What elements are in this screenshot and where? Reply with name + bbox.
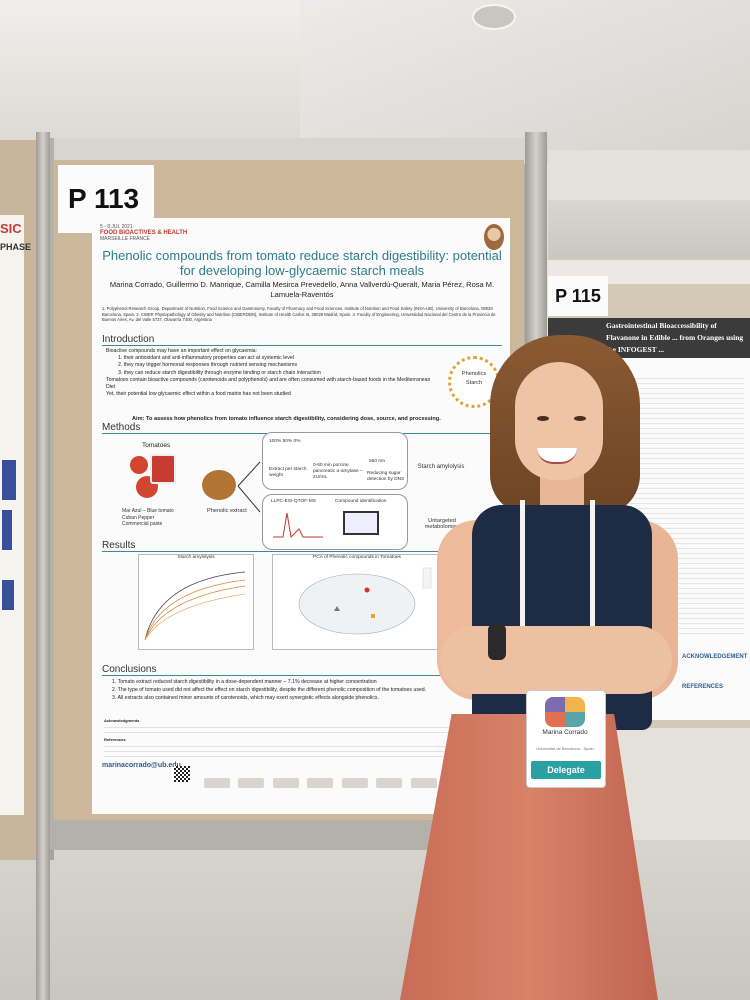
pca-chart: PCA of Phenolic compounds in Tomatoes [272,554,442,650]
sponsor-logo [204,778,230,788]
conclusion-line: 2. The type of tomato used did not affec… [112,687,427,693]
intro-line: 3. they can reduce starch digestibility … [118,369,321,376]
board-pole-left [36,132,50,1000]
conclusions-text: 1. Tomato extract reduced starch digesti… [112,678,452,702]
assay-wavelength: 560 nm [369,459,385,464]
phenolic-extract-icon [202,470,236,500]
tomato-type: Cuban Pepper [122,514,155,521]
starch-amylolysis-chart: Starch amylolysis [138,554,254,650]
sponsor-logo [341,778,368,788]
chromatogram-icon [273,512,323,539]
section-results-heading: Results [102,540,502,552]
main-poster: 5 - 8 JUL 2021 FOOD BIOACTIVES & HEALTH … [92,218,510,814]
sponsor-logo [410,778,437,788]
assay-box: 100% 50% 0% Extract per starch weight 0-… [262,432,408,490]
person-eye [537,416,549,421]
poster-title: Phenolic compounds from tomato reduce st… [102,248,502,278]
lanyard-strap [590,500,595,690]
conference-name: FOOD BIOACTIVES & HEALTH [100,230,188,236]
ceiling-panel [300,0,750,150]
sponsor-logo [272,778,299,788]
circle-label-phenolics: Phenolics [461,371,487,377]
badge-name: Marina Corrado [542,729,588,736]
circle-label-starch: Starch [465,380,483,386]
acknowledgments-heading: Acknowledgments [104,718,140,723]
phenolic-extract-label: Phenolic extract [207,508,247,514]
sponsor-logo [238,778,265,788]
intro-line: 1. their antioxidant and anti-inflammato… [118,355,294,362]
acknowledgments-text [104,723,504,737]
right-poster-ref-label: REFERENCES [682,684,724,690]
left-poster-chart-bar [2,580,14,610]
intro-line: Bioactive compounds may have an importan… [106,348,257,354]
contact-email: marinacorrado@ub.edu [102,762,181,769]
tomato-type: Commercial paste [122,521,163,527]
conclusion-line: 3. All extracts also contained minor amo… [112,695,379,701]
sponsor-logo [376,778,403,788]
tomato-paste-can-icon [150,454,176,484]
tomatoes-label: Tomatoes [142,442,171,449]
left-poster-chart-bar [2,510,12,550]
intro-line: Yet, their potential low glycaemic effec… [106,391,291,398]
sponsor-logo [307,778,334,788]
conference-badge-logo [545,697,585,727]
compound-identification-label: Compound identification [335,499,387,504]
tomato-icon [130,456,148,474]
conference-city: MARSEILLE FRANCE [100,236,151,242]
conference-logo: 5 - 8 JUL 2021 FOOD BIOACTIVES & HEALTH … [100,224,192,250]
ms-method: LLPC-ESI-QTOF-MS [271,499,316,504]
right-poster-title: Gastrointestinal Bioaccessibility of Fla… [606,321,744,354]
references-text [104,742,504,758]
poster-authors: Marina Corrado, Guillermo D. Manrique, C… [109,280,495,299]
assay-extract-ratio: Extract per starch weight [269,467,307,478]
tomato-types-list: Mar Azul – Blue tomato Cuban Pepper Comm… [122,508,202,528]
metabolomics-box: LLPC-ESI-QTOF-MS Compound identification [262,494,408,550]
chart-title: PCA of Phenolic compounds in Tomatoes [313,555,401,560]
intro-line: 2. they may trigger hormonal responses t… [118,362,298,369]
section-introduction-heading: Introduction [102,334,502,346]
tomato-type: Mar Azul – Blue tomato [122,508,174,514]
left-poster-chart-bar [2,460,16,500]
person-eye [574,416,586,421]
ceiling-light [472,4,516,30]
right-poster-ack-label: ACKNOWLEDGEMENT [682,654,748,660]
assay-enzyme: 0-60 min porcine pancreatic α-amylase – … [313,463,363,480]
qr-code-icon [174,766,190,782]
assay-detection: Reducing sugar detection by DNS [367,471,405,482]
delegate-badge: Marina Corrado Universitat de Barcelona … [526,690,606,788]
untargeted-metabolomics-label: Untargeted metabolomics [424,518,460,530]
hall-background [548,200,750,262]
pca-plot [298,567,432,635]
person-crossed-arms [440,626,672,694]
left-poster-heading: SIC PHASE [0,220,32,272]
amylolysis-curves [144,571,246,641]
chart-title: Starch amylolysis [177,555,215,560]
references-heading: References [104,737,126,742]
right-board-id: P 115 [548,276,608,316]
conference-dates: 5 - 8 JUL 2021 [100,224,133,230]
left-poster-heading-1: SIC [0,221,22,236]
author-photo [484,224,504,250]
badge-institution: Universitat de Barcelona · Spain [536,746,594,751]
person-smile [537,448,577,464]
assay-concentrations: 100% 50% 0% [269,439,301,444]
section-conclusions-heading: Conclusions [102,664,502,676]
badge-role: Delegate [531,761,601,779]
wristwatch-icon [488,624,506,660]
study-aim: Aim: To assess how phenolics from tomato… [132,416,441,422]
intro-line: Tomatoes contain bioactive compounds (ca… [106,376,431,391]
main-board-top-rail [54,138,548,164]
phenolics-starch-circle-text: Phenolics Starch [456,370,492,388]
acknowledgments-references: Acknowledgments References [104,718,504,758]
introduction-text: Bioactive compounds may have an importan… [106,348,436,398]
monitor-icon [343,511,379,535]
poster-affiliations: 1. Polyphenol Research Group, Department… [102,306,496,322]
conclusion-line: 1. Tomato extract reduced starch digesti… [112,679,377,685]
lanyard-strap [520,500,525,690]
left-poster-heading-2: PHASE [0,242,32,252]
starch-amylolysis-label: Starch amylolysis [417,464,465,470]
methods-arrows-icon [237,461,261,513]
